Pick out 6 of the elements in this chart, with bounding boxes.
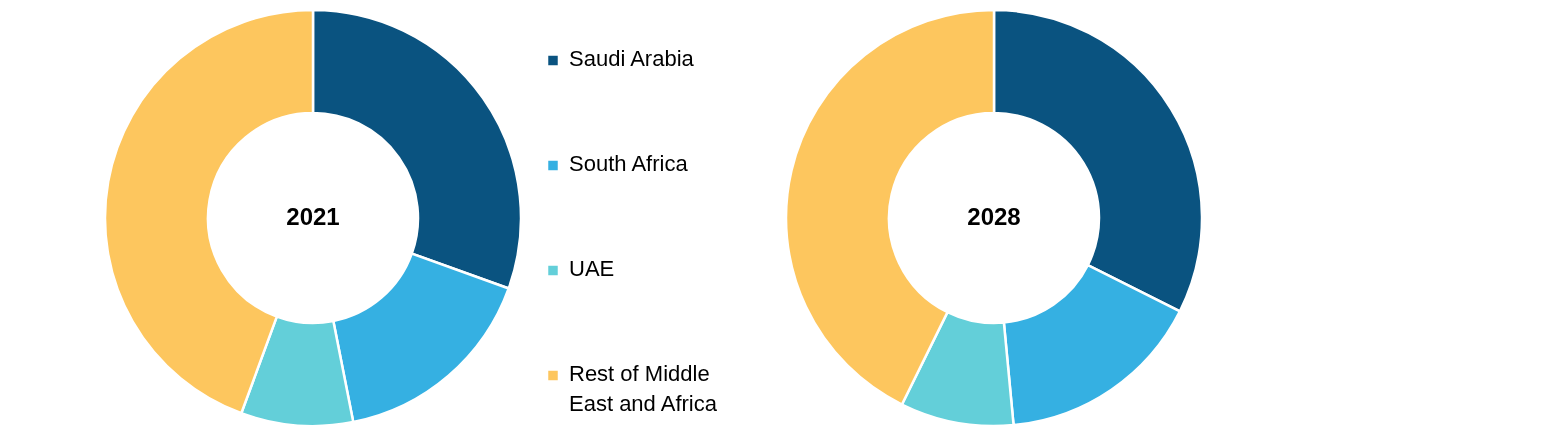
slice-label: 2028 <box>967 203 1021 230</box>
legend-label: Rest of Middle East and Africa <box>569 360 718 416</box>
legend-label: Saudi Arabia <box>569 45 695 71</box>
legend-label: South Africa <box>569 150 689 176</box>
legend-label: UAE <box>569 255 615 281</box>
slice-label: 2021 <box>286 203 340 230</box>
